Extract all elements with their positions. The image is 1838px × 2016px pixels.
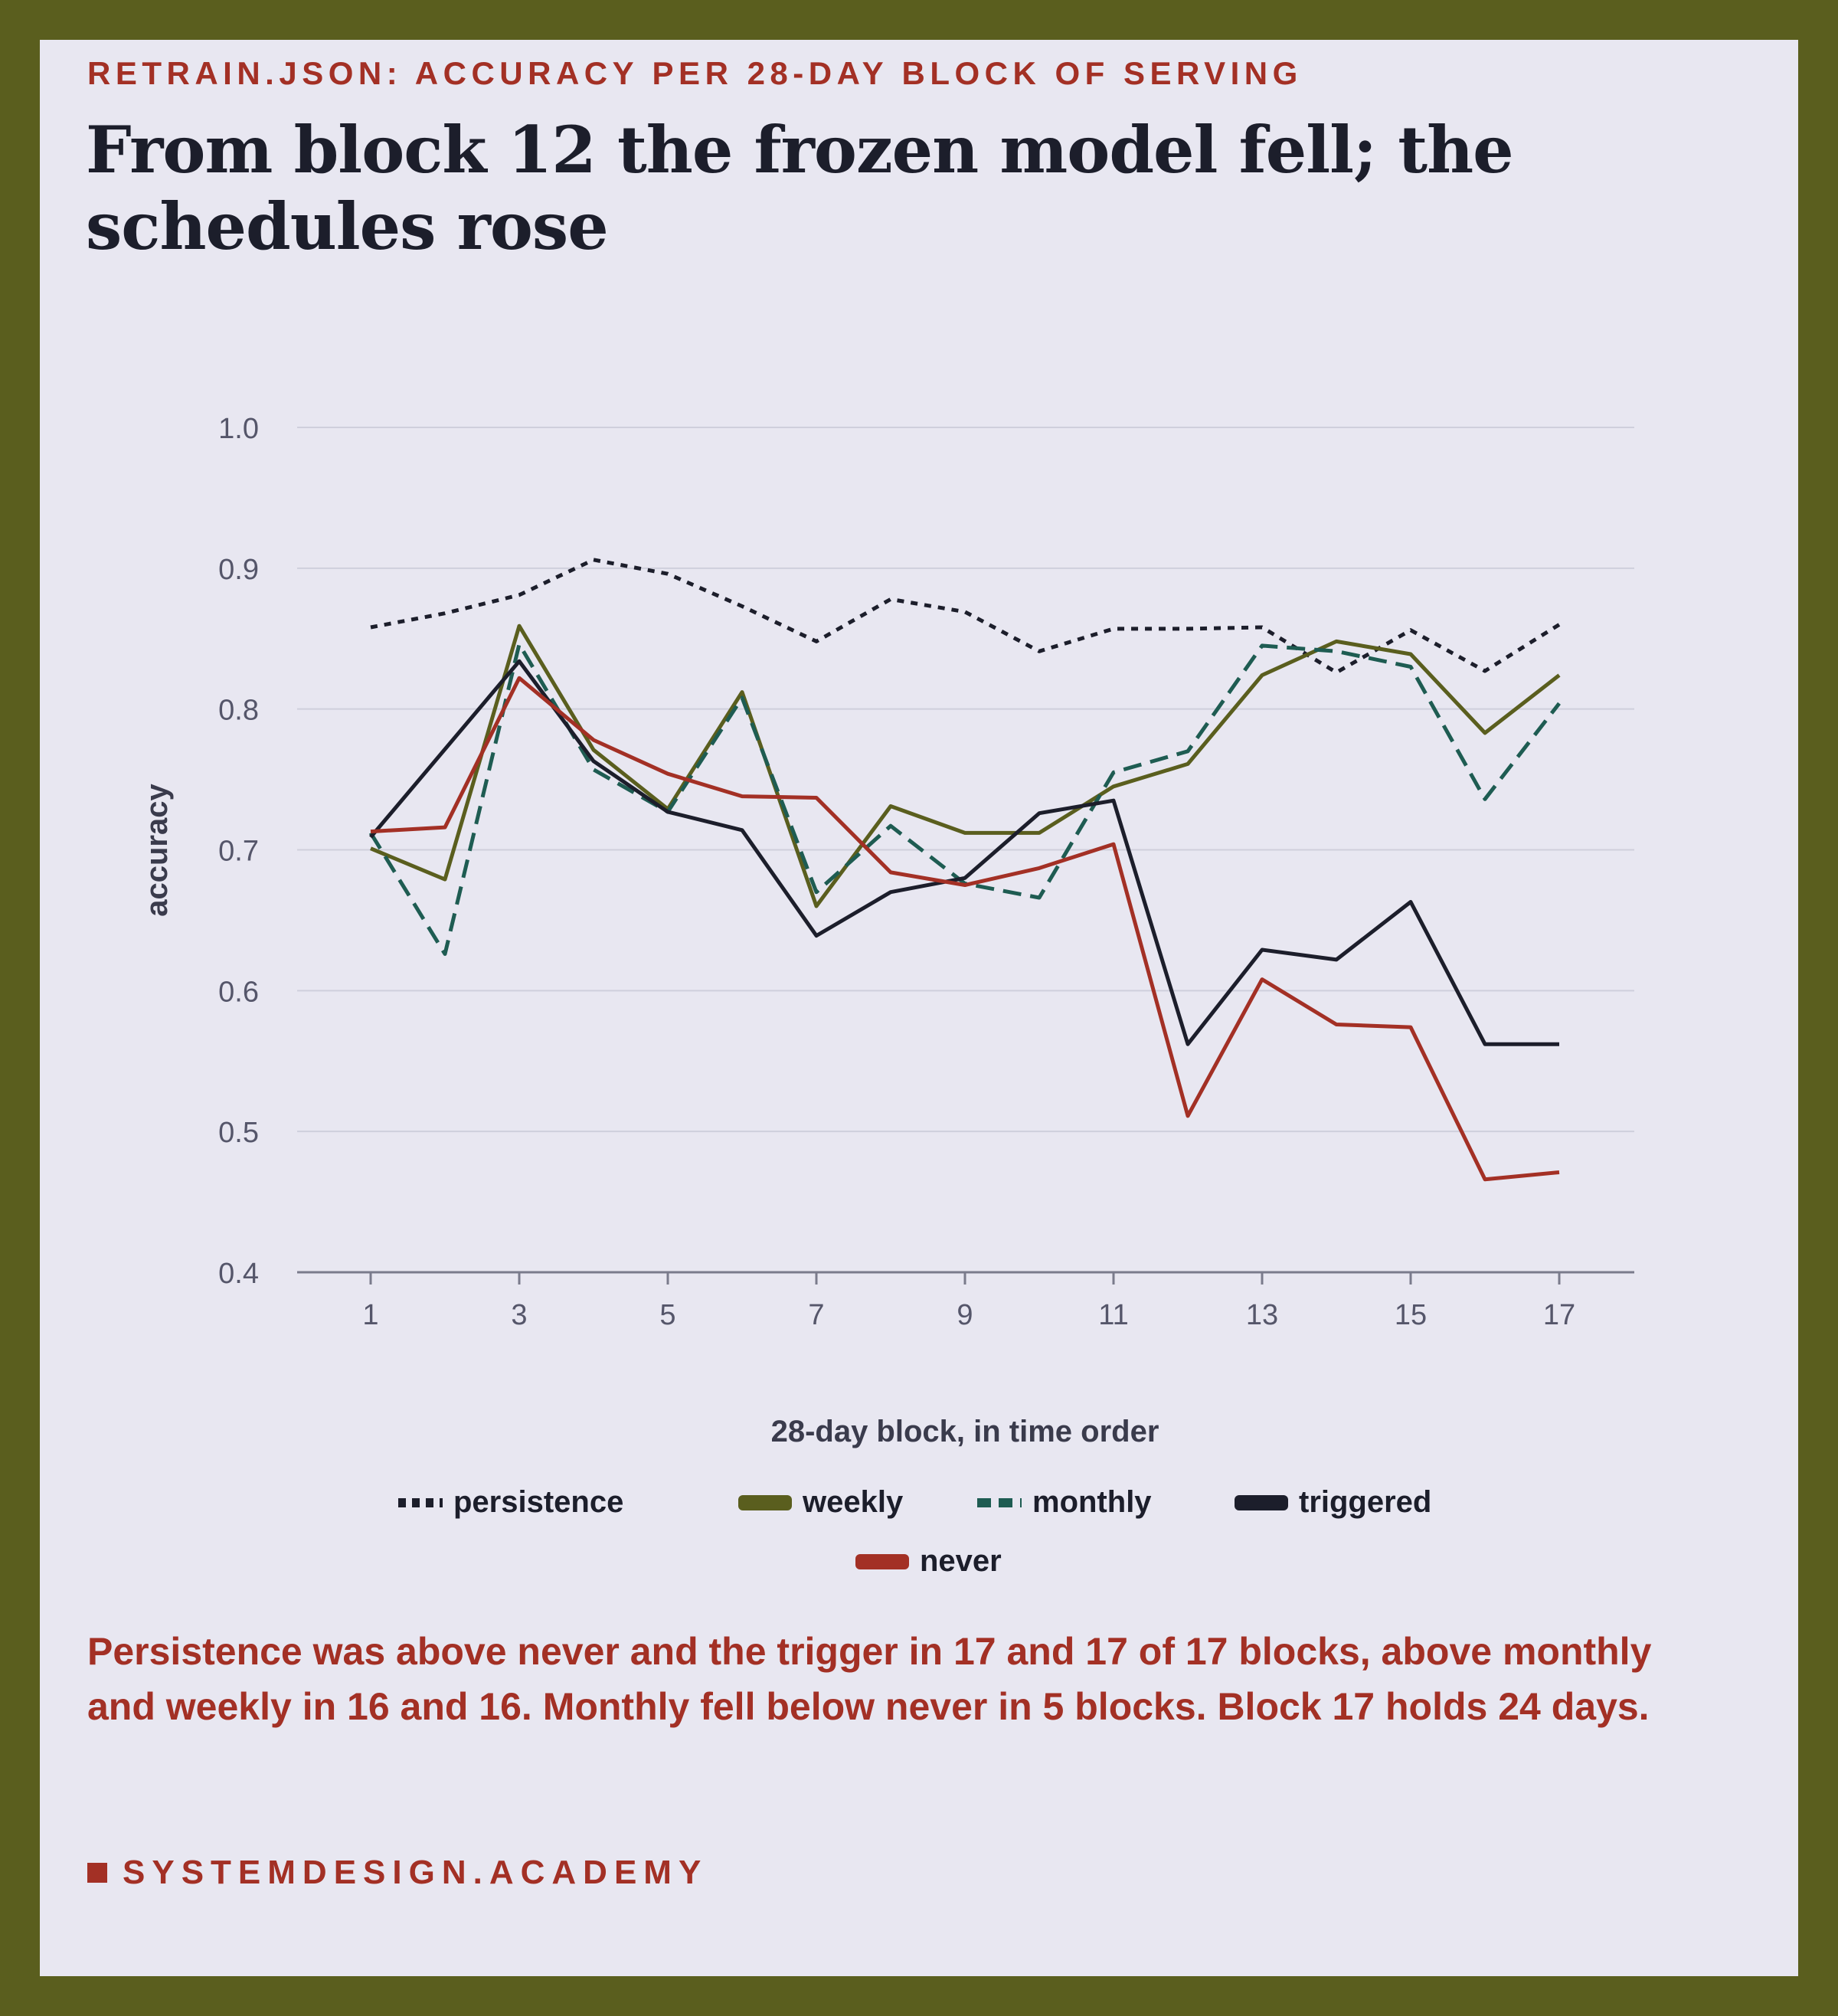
y-tick-label: 1.0: [218, 413, 259, 445]
legend-item-triggered: triggered: [1235, 1485, 1431, 1520]
y-tick-label: 0.5: [218, 1117, 259, 1149]
x-tick-label: 15: [1395, 1299, 1427, 1331]
y-axis-title: accuracy: [140, 784, 174, 917]
x-tick-label: 3: [511, 1299, 527, 1331]
brand: SYSTEMDESIGN.ACADEMY: [87, 1854, 708, 1892]
x-tick-label: 17: [1543, 1299, 1575, 1331]
x-tick-label: 5: [659, 1299, 675, 1331]
chart-note: Persistence was above never and the trig…: [87, 1630, 1652, 1728]
y-tick-label: 0.7: [218, 836, 259, 868]
legend-swatch: [398, 1497, 443, 1507]
brand-square-icon: [87, 1863, 107, 1883]
x-axis-title: 28-day block, in time order: [771, 1415, 1159, 1448]
chart-eyebrow: RETRAIN.JSON: ACCURACY PER 28-DAY BLOCK …: [87, 55, 1303, 91]
legend-item-weekly: weekly: [738, 1485, 903, 1520]
x-tick-label: 7: [808, 1299, 824, 1331]
x-tick-label: 9: [957, 1299, 973, 1331]
legend-item-monthly: monthly: [977, 1485, 1152, 1520]
legend-swatch: [977, 1497, 1022, 1507]
legend-item-persistence: persistence: [398, 1485, 623, 1520]
line-chart: 0.40.50.60.70.80.91.01 3 5 7 9 11 13 15 1728-day…: [140, 413, 1634, 1448]
series-line-triggered: [369, 659, 1559, 1046]
legend-swatch: [855, 1553, 909, 1569]
series-line-monthly: [368, 642, 1561, 956]
x-tick-label: 11: [1098, 1299, 1128, 1331]
legend-label: weekly: [803, 1485, 904, 1519]
legend-label: monthly: [1032, 1485, 1152, 1519]
brand-name: SYSTEMDESIGN.ACADEMY: [123, 1854, 708, 1891]
legend-swatch: [1235, 1494, 1288, 1510]
x-tick-label: 13: [1246, 1299, 1278, 1331]
y-tick-label: 0.4: [218, 1258, 259, 1290]
x-tick-label: 1: [362, 1299, 378, 1331]
y-tick-label: 0.6: [218, 976, 259, 1008]
y-tick-label: 0.9: [218, 554, 259, 586]
series-line-weekly: [370, 623, 1561, 908]
series-line-persistence: [370, 558, 1561, 675]
legend-label: never: [920, 1544, 1002, 1578]
legend-label: persistence: [453, 1485, 624, 1519]
series-line-never: [370, 676, 1560, 1182]
y-tick-label: 0.8: [218, 695, 259, 727]
legend-item-never: never: [855, 1544, 1002, 1579]
legend-swatch: [738, 1494, 792, 1510]
legend-label: triggered: [1299, 1485, 1432, 1519]
chart-headline: From block 12 the frozen model fell; the…: [86, 112, 1514, 264]
chart-card: [40, 40, 1798, 1976]
